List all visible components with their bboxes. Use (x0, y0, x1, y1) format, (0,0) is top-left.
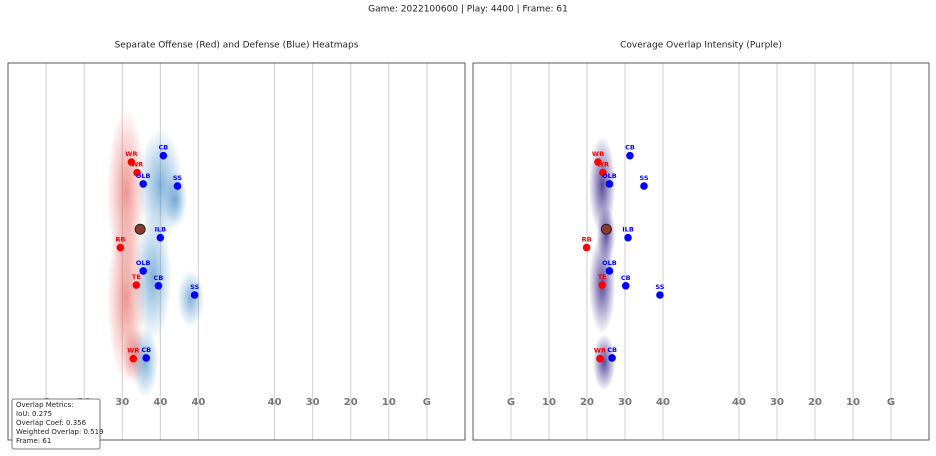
player-label: ILB (622, 226, 634, 234)
player-label: WR (125, 150, 137, 158)
player-label: SS (190, 283, 199, 291)
player-label: CB (154, 274, 164, 282)
figure-title: Game: 2022100600 | Play: 4400 | Frame: 6… (368, 5, 568, 15)
player (599, 168, 607, 177)
heatmap (177, 270, 205, 327)
player (129, 354, 138, 363)
x-tick-label: 10 (846, 397, 860, 408)
x-tick-label: 30 (770, 397, 784, 408)
panel-title: Coverage Overlap Intensity (Purple) (620, 41, 782, 51)
panel-title: Separate Offense (Red) and Defense (Blue… (115, 41, 359, 51)
heatmap (596, 206, 616, 264)
player (608, 354, 616, 362)
player-label: TE (598, 273, 607, 281)
player-label: OLB (602, 259, 617, 267)
x-tick-label: 30 (115, 397, 129, 408)
player-label: SS (655, 283, 664, 291)
metrics-line: IoU: 0.275 (16, 410, 52, 418)
metrics-line: Overlap Metrics: (16, 401, 74, 409)
player-label: WR (127, 347, 139, 355)
player (159, 151, 168, 160)
player-label: CB (625, 144, 635, 152)
player-label: CB (621, 274, 631, 282)
heatmap (133, 213, 172, 341)
player (139, 267, 147, 275)
player-label: CB (141, 346, 151, 354)
player (582, 243, 591, 252)
player-label: WR (592, 150, 604, 158)
football (600, 223, 612, 235)
player-label: ILB (155, 226, 167, 234)
player (132, 281, 141, 289)
player-label: SS (639, 174, 648, 182)
x-tick-label: 20 (344, 397, 358, 408)
player (156, 233, 165, 242)
x-tick-label: 40 (732, 397, 746, 408)
player (598, 281, 606, 289)
metrics-box (11, 398, 101, 450)
player (605, 180, 614, 188)
heatmap (164, 171, 187, 228)
football (134, 223, 146, 235)
player-label: CB (159, 144, 169, 152)
player (154, 282, 163, 290)
player-label: RB (115, 236, 125, 244)
heatmap (592, 333, 616, 391)
player (621, 282, 630, 290)
metrics-line: Overlap Coef: 0.356 (16, 419, 87, 427)
player-label: OLB (136, 172, 151, 180)
x-tick-label: G (423, 397, 431, 408)
x-tick-label: G (887, 397, 895, 408)
player-label: RB (582, 236, 592, 244)
player (190, 291, 199, 299)
player-label: WR (594, 347, 606, 355)
player-label: TE (132, 273, 141, 281)
player (173, 182, 182, 190)
player (127, 158, 136, 166)
player-label: CB (607, 346, 617, 354)
player (626, 151, 634, 160)
x-tick-label: 10 (382, 397, 396, 408)
player (133, 168, 141, 177)
metrics-line: Weighted Overlap: 0.519 (16, 428, 104, 436)
x-tick-label: 40 (191, 397, 205, 408)
heatmap (131, 326, 159, 398)
x-tick-label: 20 (808, 397, 822, 408)
metrics-line: Frame: 61 (16, 437, 51, 445)
player (139, 180, 147, 188)
x-tick-label: 30 (618, 397, 632, 408)
x-tick-label: 10 (542, 397, 556, 408)
x-tick-label: 40 (153, 397, 167, 408)
player (605, 267, 614, 275)
player-label: WR (597, 161, 609, 169)
player (142, 354, 151, 362)
player-label: SS (173, 174, 182, 182)
player (624, 233, 632, 242)
x-tick-label: 30 (306, 397, 320, 408)
x-tick-label: 40 (656, 397, 670, 408)
player-label: WR (131, 161, 143, 169)
player (116, 243, 125, 252)
player (594, 158, 602, 166)
player-label: OLB (602, 172, 617, 180)
x-tick-label: 20 (580, 397, 594, 408)
x-tick-label: G (507, 397, 515, 408)
axes-frame (472, 62, 930, 441)
axes-frame (7, 62, 466, 441)
player (656, 291, 664, 299)
player-label: OLB (136, 259, 151, 267)
player (640, 182, 648, 190)
x-tick-label: 40 (268, 397, 282, 408)
player (596, 354, 604, 363)
